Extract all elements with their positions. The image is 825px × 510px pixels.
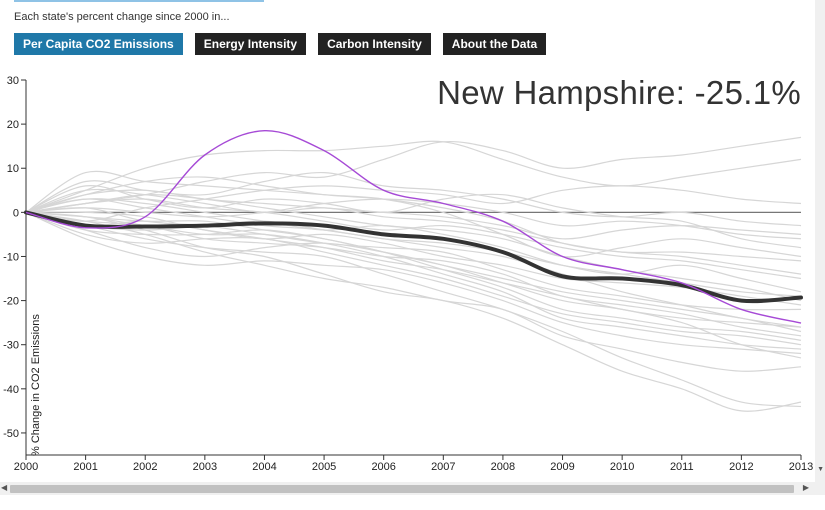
state-series-line[interactable] [25,185,802,222]
average-line-group [24,210,803,304]
x-tick-label: 2007 [431,461,455,473]
y-tick-label: 10 [7,163,19,175]
state-series-line[interactable] [25,198,802,293]
x-tick-label: 2010 [610,461,634,473]
x-tick-label: 2008 [491,461,515,473]
state-series-line[interactable] [25,188,802,262]
x-tick-label: 2011 [670,461,694,473]
state-series-line[interactable] [25,211,802,341]
horizontal-scrollbar-thumb[interactable] [10,485,794,493]
horizontal-scrollbar[interactable]: ◀ ▶ [0,482,825,495]
y-tick-label: -10 [3,251,19,263]
triangle-right-icon[interactable]: ▶ [802,483,809,492]
highlight-series-line[interactable] [25,129,802,324]
state-series-line[interactable] [25,198,802,280]
metric-tabs: Per Capita CO2 Emissions Energy Intensit… [14,33,547,55]
y-tick-label: -50 [3,428,19,440]
state-series-line[interactable] [25,136,802,213]
tab-about-data[interactable]: About the Data [442,33,547,55]
state-series-line[interactable] [25,211,802,350]
state-lines [25,136,802,412]
triangle-left-icon[interactable]: ◀ [1,483,8,492]
y-tick-label: 30 [7,75,19,87]
state-series-line[interactable] [25,211,802,346]
x-tick-label: 2003 [193,461,217,473]
x-tick-label: 2001 [73,461,97,473]
state-series-line[interactable] [25,171,802,227]
y-axis: 30 20 10 0 -10 -20 -30 -40 -50 [3,75,27,455]
state-series-line[interactable] [25,189,802,240]
x-tick-label: 2006 [371,461,395,473]
state-series-line[interactable] [25,140,802,213]
y-tick-label: 20 [7,119,19,131]
chart-title: New Hampshire: -25.1% [437,74,801,111]
top-accent-bar [14,0,264,2]
x-axis: 2000 2001 2002 2003 2004 2005 2006 2007 2008 2009… [14,454,813,473]
state-series-line[interactable] [25,176,802,275]
x-tick-label: 2002 [133,461,157,473]
highlight-line-group [25,129,802,324]
y-tick-label: -20 [3,296,19,308]
y-axis-label: % Change in CO2 Emissions [30,314,42,456]
x-tick-label: 2013 [789,461,813,473]
state-series-line[interactable] [25,211,802,355]
x-tick-label: 2005 [312,461,336,473]
x-tick-label: 2012 [729,461,753,473]
tab-carbon-intensity[interactable]: Carbon Intensity [318,33,431,55]
bottom-spacer [0,495,825,510]
tab-per-capita-co2[interactable]: Per Capita CO2 Emissions [14,33,183,55]
vertical-scrollbar[interactable]: ▼ [815,0,825,482]
state-series-line[interactable] [25,198,802,297]
x-tick-label: 2004 [252,461,276,473]
y-tick-label: 0 [13,207,19,219]
tab-energy-intensity[interactable]: Energy Intensity [194,33,307,55]
y-tick-label: -40 [3,384,19,396]
intro-text: Each state's percent change since 2000 i… [14,11,230,23]
x-tick-label: 2009 [550,461,574,473]
state-series-line[interactable] [25,211,802,328]
x-tick-label: 2000 [14,461,38,473]
average-series-line [24,210,803,304]
state-series-line[interactable] [25,211,802,412]
state-series-line[interactable] [25,211,802,408]
state-series-line[interactable] [25,211,802,337]
state-series-line[interactable] [25,211,802,306]
y-tick-label: -30 [3,340,19,352]
state-series-line[interactable] [25,211,802,372]
triangle-down-icon[interactable]: ▼ [817,466,824,473]
